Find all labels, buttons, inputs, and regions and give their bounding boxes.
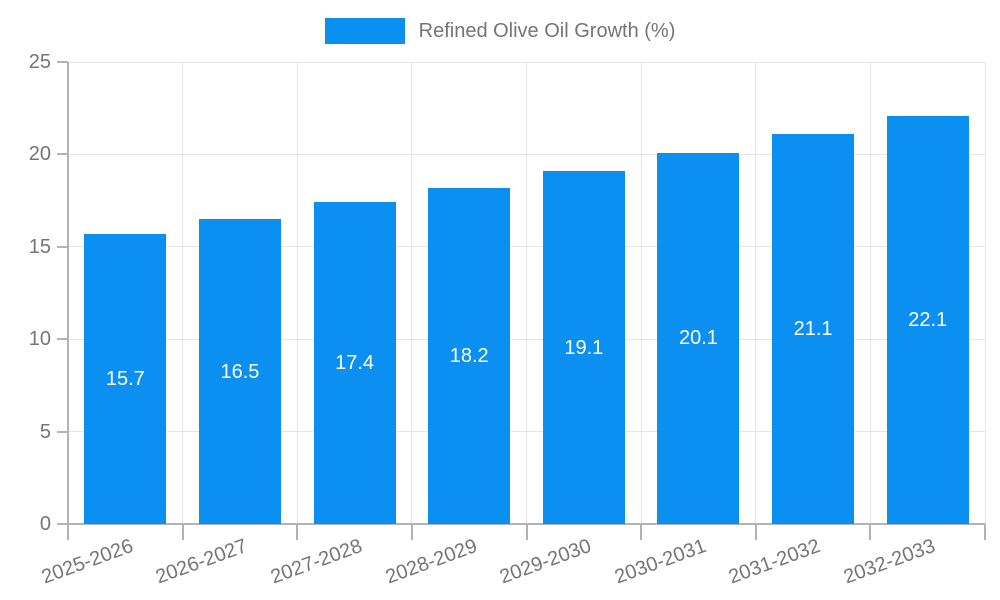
bar-value-label: 21.1 (793, 318, 833, 341)
x-axis-line (68, 523, 985, 525)
bar: 19.1 (542, 171, 625, 524)
x-axis-label: 2025-2026 (38, 535, 136, 589)
gridline-vertical (296, 62, 298, 524)
gridline-vertical (526, 62, 527, 524)
y-axis-label: 0 (39, 513, 51, 535)
y-axis-tick (57, 338, 68, 341)
bar-value-label: 17.4 (335, 352, 375, 375)
x-axis-tick (869, 524, 872, 540)
legend-label: Refined Olive Oil Growth (%) (418, 19, 676, 42)
bar: 15.7 (84, 233, 167, 524)
bar: 22.1 (886, 115, 969, 524)
y-axis-tick (57, 430, 68, 433)
y-axis-tick (57, 245, 68, 248)
x-axis-tick (525, 524, 528, 540)
gridline-vertical (640, 62, 642, 524)
bar: 16.5 (198, 219, 281, 524)
bar-value-label: 22.1 (908, 308, 948, 331)
gridline-vertical (182, 62, 184, 524)
x-axis-label: 2028-2029 (382, 535, 480, 589)
y-axis-line (67, 62, 69, 540)
gridline-vertical (984, 62, 986, 524)
bar-value-label: 18.2 (449, 344, 489, 367)
gridline-vertical (755, 62, 757, 524)
bar: 20.1 (657, 152, 740, 524)
x-axis-tick (181, 524, 184, 540)
gridline-vertical (869, 62, 871, 524)
x-axis-tick (640, 524, 643, 540)
bar: 18.2 (428, 187, 511, 524)
x-axis-label: 2027-2028 (267, 535, 366, 589)
y-axis-label: 15 (28, 235, 51, 258)
y-axis-tick (57, 61, 68, 63)
y-axis-tick (57, 153, 68, 156)
bar: 17.4 (313, 202, 396, 524)
y-axis-label: 10 (28, 328, 51, 351)
x-axis-tick (410, 524, 413, 540)
bar: 21.1 (772, 134, 855, 524)
x-axis-label: 2031-2032 (726, 535, 824, 589)
x-axis-tick (296, 524, 299, 540)
bar-value-label: 19.1 (564, 336, 604, 359)
x-axis-label: 2029-2030 (496, 535, 595, 589)
x-axis-label: 2026-2027 (153, 535, 251, 589)
x-axis-label: 2030-2031 (611, 535, 709, 589)
y-axis-tick (57, 523, 68, 525)
chart-legend: Refined Olive Oil Growth (%) (0, 16, 1000, 46)
bar-value-label: 16.5 (220, 360, 260, 383)
gridline-vertical (411, 62, 413, 524)
y-axis-label: 5 (39, 420, 51, 443)
x-axis-label: 2032-2033 (840, 535, 939, 589)
bar-value-label: 15.7 (105, 367, 145, 390)
x-axis-tick (984, 524, 986, 540)
y-axis-label: 20 (28, 143, 51, 166)
bar-value-label: 20.1 (678, 327, 718, 350)
legend-swatch (324, 18, 405, 44)
y-axis-label: 25 (28, 51, 51, 73)
x-axis-tick (754, 524, 757, 540)
